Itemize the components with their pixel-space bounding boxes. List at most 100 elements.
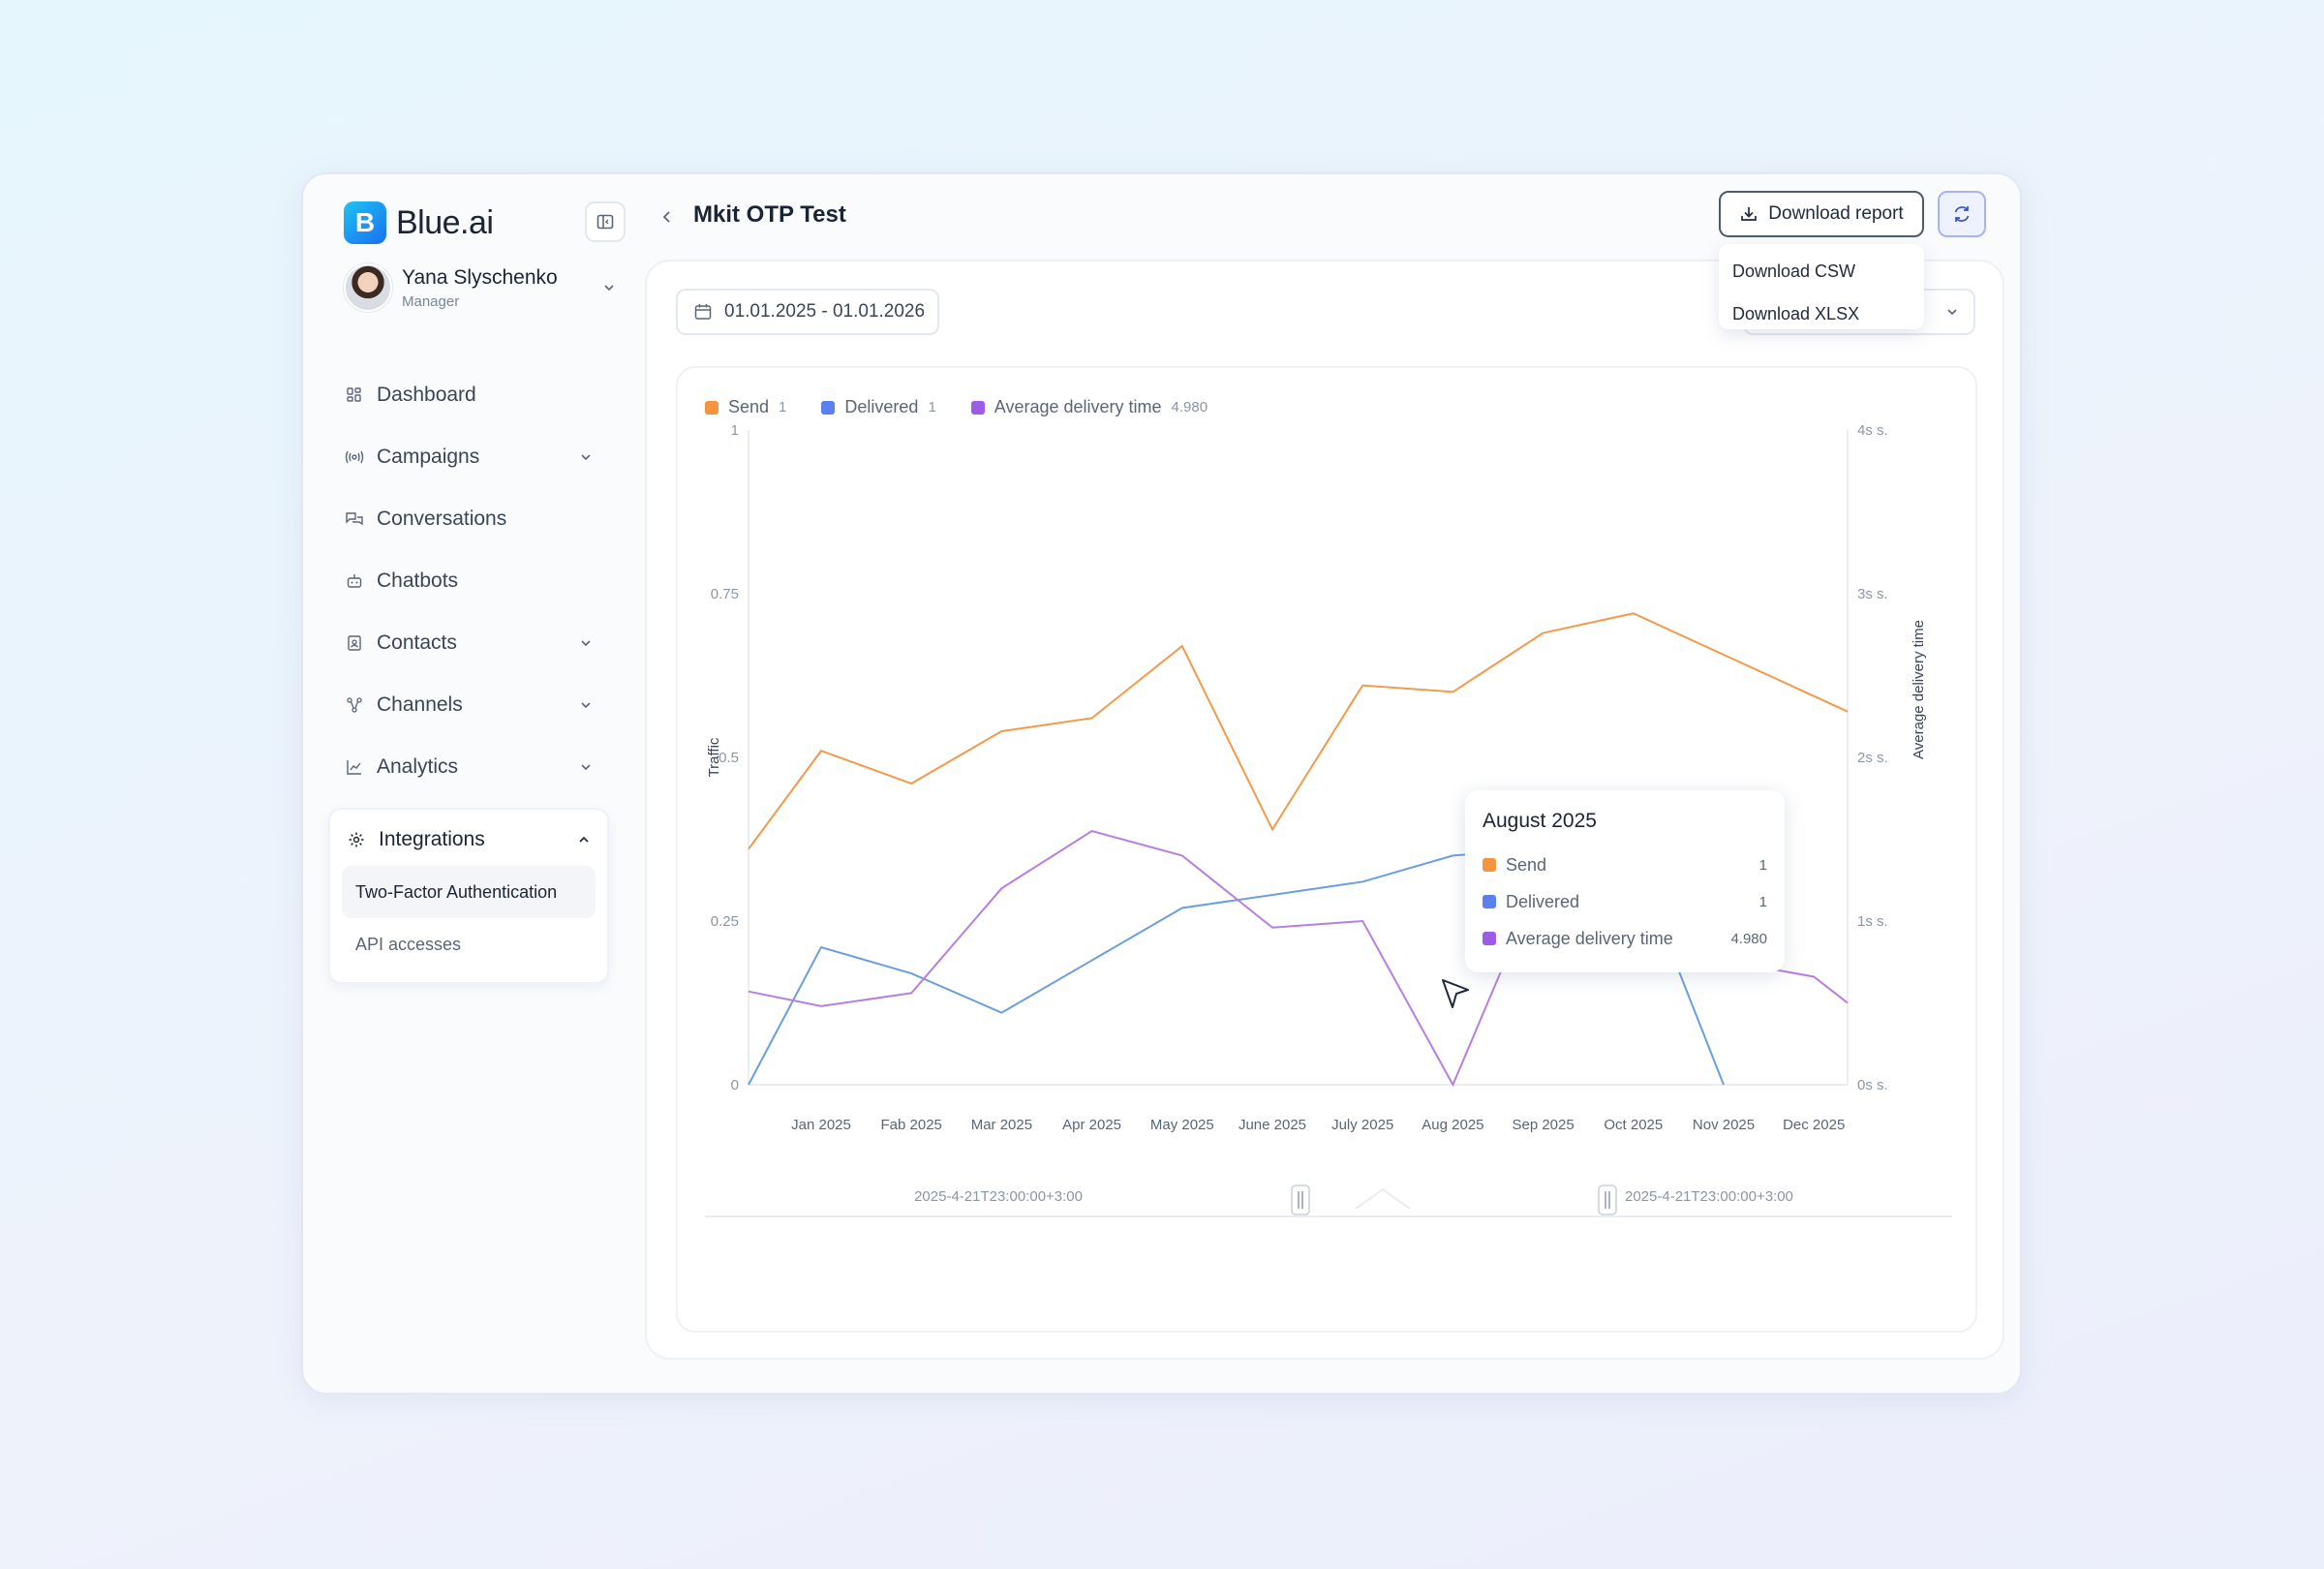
brand-logo[interactable]: B Blue.ai (344, 201, 494, 244)
tooltip-label: Send (1506, 854, 1547, 875)
y-tick-label: 0.5 (719, 750, 739, 766)
y-tick-label: 0 (731, 1077, 739, 1093)
sidebar-item-label: Contacts (377, 631, 457, 654)
back-chevron-icon[interactable] (659, 209, 675, 225)
page-title: Mkit OTP Test (693, 201, 846, 228)
legend-item-avg-delivery[interactable]: Average delivery time 4.980 (970, 397, 1208, 417)
sidebar-item-label: Integrations (379, 828, 485, 850)
line-chart: 1 0.75 0.5 0.25 0 4s s. 3s s. 2s s. 1s s. 0s s. Ja… (705, 422, 1952, 1217)
mouse-cursor-icon (1442, 979, 1469, 1008)
y2-tick-label: 1s s. (1857, 913, 1888, 930)
sidebar-toggle-icon (596, 214, 614, 230)
legend-swatch-avg (970, 400, 985, 415)
download-report-label: Download report (1768, 203, 1904, 224)
nodes-icon (344, 694, 365, 716)
app-window: B Blue.ai Yana Slyschenko Manager Dashbo… (301, 172, 2022, 1395)
main-panel: 01.01.2025 - 01.01.2026 Send 1 Delivered… (645, 260, 2004, 1360)
x-tick-label: Jan 2025 (791, 1117, 851, 1133)
chevron-down-icon (581, 640, 591, 647)
date-range-picker[interactable]: 01.01.2025 - 01.01.2026 (676, 289, 939, 335)
y-axis-label: Traffic (706, 737, 722, 777)
y-tick-label: 0.75 (711, 586, 739, 602)
refresh-icon (1954, 206, 1970, 222)
download-dropdown-menu: Download CSW Download XLSX (1719, 244, 1924, 329)
chevron-down-icon (604, 285, 614, 292)
tooltip-label: Average delivery time (1506, 928, 1673, 948)
y-tick-label: 0.25 (711, 913, 739, 930)
sidebar-subitem-two-factor[interactable]: Two-Factor Authentication (342, 866, 596, 918)
x-tick-label: Fab 2025 (881, 1117, 942, 1133)
legend-item-send[interactable]: Send 1 (705, 397, 786, 417)
legend-value: 1 (779, 399, 787, 415)
legend-label: Average delivery time (994, 397, 1162, 416)
tooltip-title: August 2025 (1483, 810, 1597, 832)
sidebar-item-campaigns[interactable]: Campaigns (332, 426, 605, 488)
chat-icon (344, 508, 365, 530)
tooltip-value: 1 (1758, 856, 1767, 874)
legend-label: Delivered (844, 397, 919, 416)
sidebar-nav: Dashboard Campaigns Conversations Chatbo… (328, 364, 609, 984)
user-profile[interactable]: Yana Slyschenko Manager (344, 263, 625, 312)
x-tick-label: June 2025 (1238, 1117, 1306, 1133)
sidebar-item-analytics[interactable]: Analytics (332, 736, 605, 798)
chevron-down-icon (1947, 309, 1957, 316)
sidebar-group-integrations: Integrations Two-Factor Authentication A… (328, 808, 609, 984)
legend-swatch-send (705, 400, 719, 415)
tooltip-row-avg: Average delivery time 4.980 (1483, 920, 1767, 957)
download-csw-option[interactable]: Download CSW (1732, 261, 1856, 281)
y-tick-label: 1 (731, 422, 739, 439)
range-slider-selection (1355, 1188, 1411, 1210)
download-report-button[interactable]: Download report (1719, 191, 1924, 237)
sidebar-item-dashboard[interactable]: Dashboard (332, 364, 605, 426)
x-tick-label: Oct 2025 (1604, 1117, 1663, 1133)
sidebar-item-label: Campaigns (377, 446, 480, 468)
series-line-send (748, 612, 1849, 850)
tooltip-row-send: Send 1 (1483, 846, 1767, 883)
tooltip-row-delivered: Delivered 1 (1483, 883, 1767, 920)
download-xlsx-option[interactable]: Download XLSX (1732, 303, 1860, 323)
x-tick-label: July 2025 (1331, 1117, 1393, 1133)
x-tick-label: Mar 2025 (971, 1117, 1032, 1133)
x-tick-label: Aug 2025 (1422, 1117, 1483, 1133)
contact-book-icon (344, 632, 365, 654)
range-end-label: 2025-4-21T23:00:00+3:00 (1625, 1188, 1793, 1205)
user-name: Yana Slyschenko (402, 265, 558, 289)
sidebar-item-label: Conversations (377, 508, 507, 530)
gear-icon (346, 829, 367, 850)
sidebar-item-conversations[interactable]: Conversations (332, 488, 605, 550)
legend-value: 4.980 (1171, 399, 1208, 415)
refresh-button[interactable] (1938, 191, 1986, 237)
sidebar-subitem-api-accesses[interactable]: API accesses (355, 934, 462, 954)
range-start-label: 2025-4-21T23:00:00+3:00 (914, 1188, 1083, 1205)
y2-tick-label: 0s s. (1857, 1077, 1888, 1093)
y2-axis-label: Average delivery time (1911, 620, 1927, 759)
sidebar-item-label: Dashboard (377, 384, 476, 406)
tooltip-swatch-send (1483, 858, 1496, 872)
legend-label: Send (728, 397, 770, 416)
calendar-icon (694, 304, 712, 320)
sidebar-item-channels[interactable]: Channels (332, 674, 605, 736)
chevron-down-icon (581, 454, 591, 461)
avatar (344, 263, 392, 312)
collapse-sidebar-button[interactable] (585, 201, 626, 242)
tooltip-value: 1 (1758, 893, 1767, 910)
range-handle-end[interactable] (1598, 1184, 1617, 1215)
legend-item-delivered[interactable]: Delivered 1 (821, 397, 936, 417)
sidebar-item-label: Channels (377, 693, 463, 716)
sidebar-item-contacts[interactable]: Contacts (332, 612, 605, 674)
chart-tooltip: August 2025 Send 1 Delivered 1 Average d… (1465, 790, 1785, 972)
sidebar-item-integrations[interactable]: Integrations (342, 814, 596, 866)
x-tick-label: Dec 2025 (1783, 1117, 1845, 1133)
x-tick-label: Nov 2025 (1693, 1117, 1755, 1133)
tooltip-value: 4.980 (1730, 930, 1767, 947)
chart-icon (344, 756, 365, 778)
chart-card: Send 1 Delivered 1 Average delivery time… (676, 366, 1977, 1333)
tooltip-swatch-delivered (1483, 895, 1496, 908)
tooltip-swatch-avg (1483, 932, 1496, 945)
user-role: Manager (402, 292, 460, 310)
sidebar-item-chatbots[interactable]: Chatbots (332, 550, 605, 612)
range-handle-start[interactable] (1291, 1184, 1310, 1215)
legend-value: 1 (928, 399, 936, 415)
broadcast-icon (344, 446, 365, 468)
legend-swatch-delivered (821, 400, 836, 415)
